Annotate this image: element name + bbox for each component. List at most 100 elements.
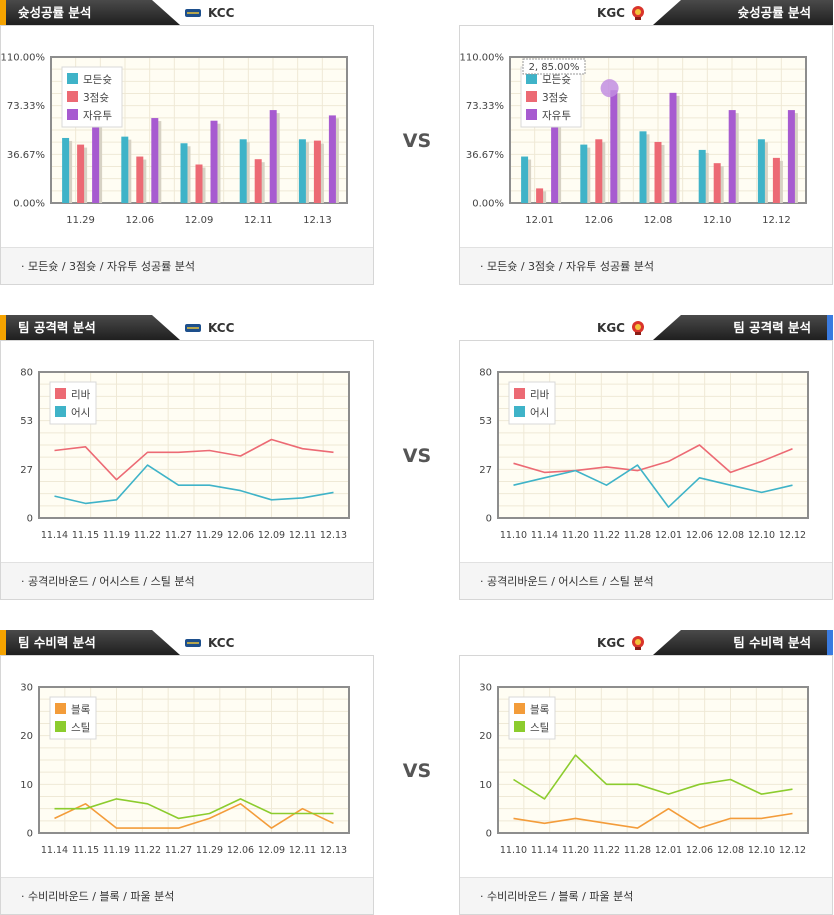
team-label: KGC xyxy=(597,630,645,655)
y-tick-label: 0 xyxy=(486,829,492,840)
bar-모든슛 xyxy=(639,131,647,203)
x-tick-label: 12.13 xyxy=(303,215,332,226)
x-tick-label: 12.09 xyxy=(258,845,285,856)
header-accent xyxy=(0,0,6,25)
kcc-logo-icon xyxy=(185,8,201,17)
kgc-shooting-panel: 슛성공률 분석 KGC 0.00% 36.67% 73.33% 110.00% 12.0… xyxy=(459,0,833,285)
legend-swatch-모든슛 xyxy=(526,73,537,84)
legend-label: 리바 xyxy=(530,389,550,401)
vs-label: VS xyxy=(402,130,432,152)
x-tick-label: 12.06 xyxy=(227,530,254,541)
x-tick-label: 11.15 xyxy=(72,530,99,541)
kcc-logo-icon xyxy=(185,323,201,332)
panel-footer: · 수비리바운드 / 블록 / 파울 분석 xyxy=(1,877,373,914)
header-tab xyxy=(653,630,833,655)
series-line-리바 xyxy=(513,444,793,474)
team-label: KCC xyxy=(184,0,234,25)
bar-자유투 xyxy=(269,110,277,203)
legend-swatch-자유투 xyxy=(67,109,78,120)
legend-swatch-3점슛 xyxy=(526,91,537,102)
chart-box: 0 10 20 30 11.10 11.14 11.20 11.22 11.28 12.01 12.… xyxy=(459,655,833,915)
x-tick-label: 12.06 xyxy=(227,845,254,856)
shooting-section: 슛성공률 분석 KCC 0.00% 36.67% 73.33% 110.00% 11.2… xyxy=(0,0,834,285)
bar-모든슛 xyxy=(298,139,306,203)
plot-frame xyxy=(497,686,809,834)
bar-모든슛 xyxy=(580,144,588,203)
panel-title: 팀 수비력 분석 xyxy=(18,635,96,650)
y-tick-label: 36.67% xyxy=(7,150,45,161)
tooltip-marker xyxy=(600,79,619,98)
team-label: KGC xyxy=(597,315,645,340)
y-tick-label: 80 xyxy=(479,368,492,379)
bar-자유투 xyxy=(610,90,618,203)
y-tick-label: 73.33% xyxy=(466,101,504,112)
x-tick-label: 11.28 xyxy=(624,845,651,856)
kgc-defense-panel: 팀 수비력 분석 KGC 0 10 20 30 11.10 11.14 11.20 11.22… xyxy=(459,630,833,915)
x-tick-label: 12.09 xyxy=(258,530,285,541)
panel-title: 팀 공격력 분석 xyxy=(18,320,96,335)
team-name: KGC xyxy=(597,5,625,20)
y-tick-label: 36.67% xyxy=(466,150,504,161)
y-tick-label: 27 xyxy=(20,465,33,476)
panel-footer: · 공격리바운드 / 어시스트 / 스틸 분석 xyxy=(1,562,373,599)
x-tick-label: 12.06 xyxy=(125,215,154,226)
legend-label: 자유투 xyxy=(542,110,571,122)
panel-header: 팀 공격력 분석 KCC xyxy=(0,315,374,340)
team-label: KCC xyxy=(184,630,234,655)
vs-label: VS xyxy=(402,760,432,782)
kcc-shooting-panel: 슛성공률 분석 KCC 0.00% 36.67% 73.33% 110.00% 11.2… xyxy=(0,0,374,285)
bar-3점슛 xyxy=(313,140,321,203)
header-tab xyxy=(653,315,833,340)
x-tick-label: 12.01 xyxy=(655,530,682,541)
bar-모든슛 xyxy=(521,156,529,203)
y-tick-label: 20 xyxy=(479,731,492,742)
bar-3점슛 xyxy=(654,141,662,203)
bar-모든슛 xyxy=(121,136,129,203)
panel-title: 슛성공률 분석 xyxy=(737,5,811,20)
series-line-블록 xyxy=(54,803,334,829)
legend-label: 모든슛 xyxy=(83,74,112,86)
x-tick-label: 11.15 xyxy=(72,845,99,856)
chart-box: 0 10 20 30 11.14 11.15 11.19 11.22 11.27 11.29 12.… xyxy=(0,655,374,915)
y-tick-label: 110.00% xyxy=(1,53,45,64)
y-tick-label: 80 xyxy=(20,368,33,379)
bar-자유투 xyxy=(669,92,677,203)
chart-box: 0 27 53 80 11.10 11.14 11.20 11.22 11.28 12.01 12.… xyxy=(459,340,833,600)
panel-header: 팀 수비력 분석 KGC xyxy=(459,630,833,655)
bar-3점슛 xyxy=(77,144,85,203)
legend-label: 자유투 xyxy=(83,110,112,122)
legend-swatch-어시 xyxy=(514,406,525,417)
legend-label: 스틸 xyxy=(530,721,549,734)
x-tick-label: 11.22 xyxy=(593,845,620,856)
x-tick-label: 12.01 xyxy=(655,845,682,856)
y-tick-label: 0 xyxy=(27,514,33,525)
kcc-shooting-chart: 0.00% 36.67% 73.33% 110.00% 11.29 12.06 12.09 1… xyxy=(1,53,348,226)
bar-3점슛 xyxy=(136,156,144,203)
x-tick-label: 12.06 xyxy=(686,845,713,856)
x-tick-label: 12.09 xyxy=(185,215,214,226)
header-accent xyxy=(827,630,833,655)
bar-3점슛 xyxy=(536,188,544,203)
bar-자유투 xyxy=(210,120,218,203)
panel-header: 팀 수비력 분석 KCC xyxy=(0,630,374,655)
kgc-defense-chart: 0 10 20 30 11.10 11.14 11.20 11.22 11.28 12.01 12.… xyxy=(479,683,809,856)
y-tick-label: 0 xyxy=(486,514,492,525)
header-accent xyxy=(0,630,6,655)
series-line-스틸 xyxy=(513,754,793,800)
chart-box: 0 27 53 80 11.14 11.15 11.19 11.22 11.27 11.29 12.… xyxy=(0,340,374,600)
x-tick-label: 12.10 xyxy=(748,530,775,541)
plot-frame xyxy=(497,371,809,519)
bar-자유투 xyxy=(728,110,736,203)
team-label: KGC xyxy=(597,0,645,25)
bar-3점슛 xyxy=(195,164,203,203)
y-tick-label: 0 xyxy=(27,829,33,840)
kgc-logo-icon xyxy=(632,635,644,650)
legend-swatch-스틸 xyxy=(55,721,66,732)
panel-footer: · 공격리바운드 / 어시스트 / 스틸 분석 xyxy=(460,562,832,599)
x-tick-label: 11.29 xyxy=(196,845,223,856)
y-tick-label: 10 xyxy=(479,780,492,791)
legend-label: 블록 xyxy=(530,704,550,716)
legend-label: 모든슛 xyxy=(542,74,571,86)
legend-swatch-리바 xyxy=(55,388,66,399)
x-tick-label: 11.10 xyxy=(500,530,527,541)
